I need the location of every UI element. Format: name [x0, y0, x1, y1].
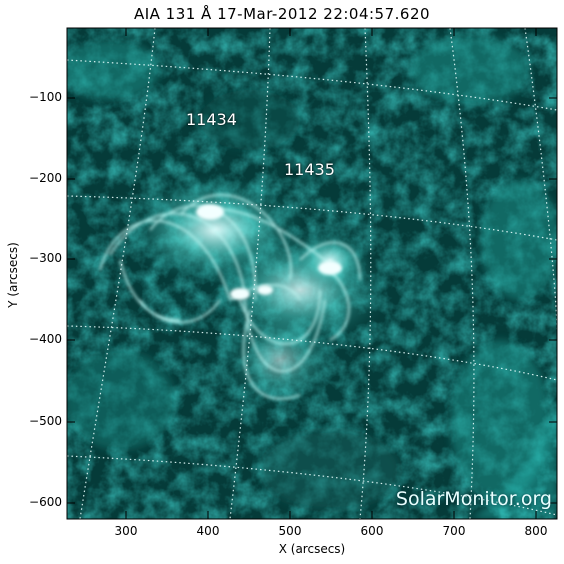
x-tick-label: 500 — [278, 524, 302, 538]
solar-image — [67, 28, 557, 519]
y-tick-label: −200 — [29, 171, 62, 185]
y-axis-label: Y (arcsecs) — [6, 242, 20, 308]
solarmonitor-watermark: SolarMonitor.org — [395, 488, 552, 510]
x-tick-label: 700 — [442, 524, 466, 538]
y-tick-label: −500 — [29, 414, 62, 428]
x-tick-label: 600 — [360, 524, 384, 538]
active-region-label: 11434 — [186, 110, 237, 129]
active-region-label: 11435 — [284, 160, 335, 179]
heliographic-grid — [67, 28, 557, 519]
y-axis-ticks — [67, 97, 557, 504]
y-tick-label: −400 — [29, 332, 62, 346]
x-axis-label: X (arcsecs) — [278, 542, 346, 556]
y-tick-label: −600 — [29, 495, 62, 509]
plot-border — [66, 27, 558, 520]
x-tick-label: 800 — [524, 524, 548, 538]
x-tick-label: 400 — [196, 524, 220, 538]
x-tick-label: 300 — [114, 524, 138, 538]
plot-title: AIA 131 Å 17-Mar-2012 22:04:57.620 — [133, 5, 431, 23]
y-tick-label: −300 — [29, 251, 62, 265]
y-tick-label: −100 — [29, 90, 62, 104]
x-axis-ticks — [125, 28, 537, 519]
